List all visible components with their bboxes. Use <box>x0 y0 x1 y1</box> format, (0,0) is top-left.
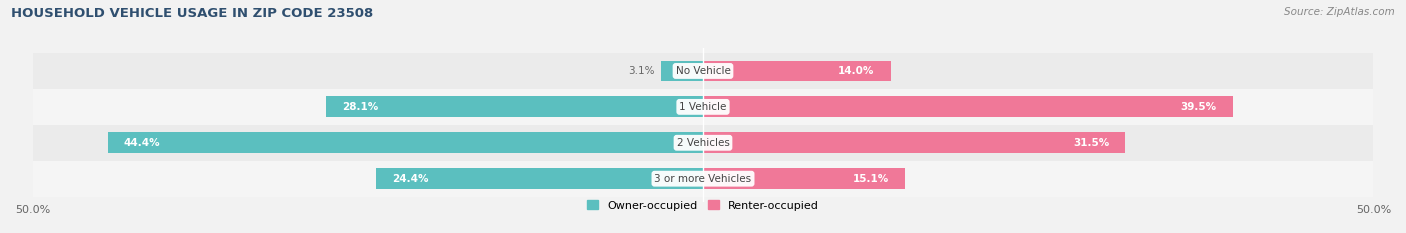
Bar <box>32 125 1374 161</box>
Bar <box>32 53 1374 89</box>
Text: 3 or more Vehicles: 3 or more Vehicles <box>654 174 752 184</box>
Bar <box>661 61 703 81</box>
Text: HOUSEHOLD VEHICLE USAGE IN ZIP CODE 23508: HOUSEHOLD VEHICLE USAGE IN ZIP CODE 2350… <box>11 7 374 20</box>
Text: 39.5%: 39.5% <box>1181 102 1216 112</box>
Text: 44.4%: 44.4% <box>124 138 160 148</box>
Legend: Owner-occupied, Renter-occupied: Owner-occupied, Renter-occupied <box>582 196 824 215</box>
Text: 31.5%: 31.5% <box>1073 138 1109 148</box>
Bar <box>703 61 891 81</box>
Text: Source: ZipAtlas.com: Source: ZipAtlas.com <box>1284 7 1395 17</box>
Text: 15.1%: 15.1% <box>853 174 890 184</box>
Text: 14.0%: 14.0% <box>838 66 875 76</box>
Bar <box>108 132 703 153</box>
Bar <box>32 89 1374 125</box>
Bar <box>326 96 703 117</box>
Bar <box>32 161 1374 197</box>
Text: 28.1%: 28.1% <box>342 102 378 112</box>
Text: 2 Vehicles: 2 Vehicles <box>676 138 730 148</box>
Text: 24.4%: 24.4% <box>392 174 429 184</box>
Bar <box>703 96 1233 117</box>
Text: No Vehicle: No Vehicle <box>675 66 731 76</box>
Bar <box>703 132 1125 153</box>
Bar <box>703 168 905 189</box>
Text: 1 Vehicle: 1 Vehicle <box>679 102 727 112</box>
Text: 3.1%: 3.1% <box>628 66 655 76</box>
Bar <box>375 168 703 189</box>
